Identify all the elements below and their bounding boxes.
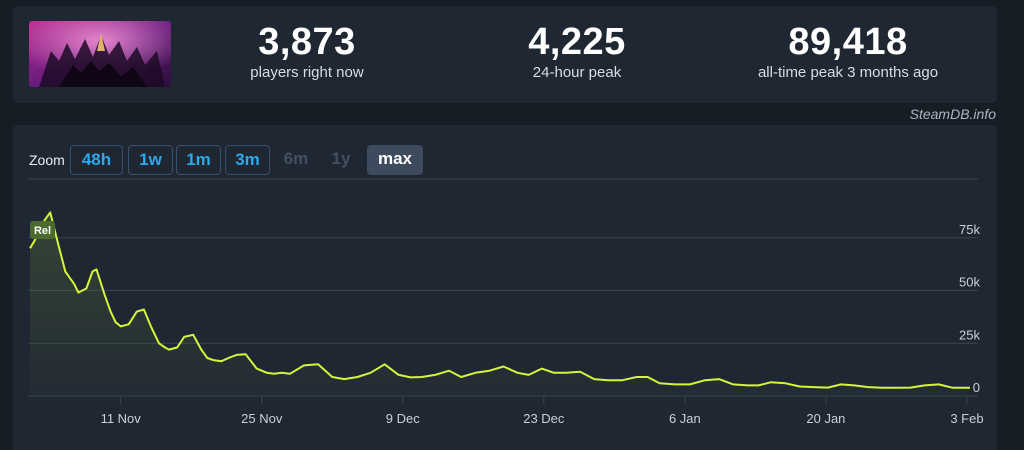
- zoom-6m-button: 6m: [283, 149, 309, 168]
- steamdb-attribution[interactable]: SteamDB.info: [909, 106, 996, 122]
- x-tick-label: 20 Jan: [806, 411, 845, 426]
- peak-24h-value: 4,225: [528, 21, 626, 63]
- stat-24h-peak: 4,225 24-hour peak: [497, 20, 657, 82]
- alltime-peak-value: 89,418: [788, 21, 908, 63]
- y-tick-label: 25k: [959, 327, 980, 342]
- release-marker: Rel: [30, 221, 55, 239]
- series-lines: [29, 211, 970, 389]
- current-players-label: players right now: [250, 64, 364, 81]
- x-tick-label: 3 Feb: [950, 411, 983, 426]
- x-tick-label: 6 Jan: [669, 411, 701, 426]
- y-tick-label: 0: [973, 380, 980, 395]
- release-marker-badge: [30, 221, 55, 239]
- zoom-1w-button[interactable]: 1w: [128, 145, 173, 175]
- y-tick-label: 50k: [959, 275, 980, 290]
- release-marker-label: Rel: [34, 225, 51, 237]
- alltime-peak-label: all-time peak 3 months ago: [757, 64, 939, 81]
- x-tick-label: 25 Nov: [241, 411, 283, 426]
- stats-card: 3,873 players right now 4,225 24-hour pe…: [13, 6, 997, 103]
- x-tick-label: 11 Nov: [101, 411, 142, 426]
- stat-alltime-peak: 89,418 all-time peak 3 months ago: [737, 20, 959, 82]
- zoom-label: Zoom: [29, 152, 65, 168]
- area-fill: [30, 212, 970, 396]
- zoom-max-button[interactable]: max: [367, 145, 423, 175]
- x-tick-label: 23 Dec: [523, 411, 565, 426]
- x-axis-ticks: 11 Nov 25 Nov 9 Dec 23 Dec 6 Jan 20 Jan 3 Feb: [101, 396, 984, 426]
- y-tick-label: 75k: [959, 222, 980, 237]
- y-axis-ticks: 0 25k 50k 75k: [959, 222, 980, 395]
- zoom-3m-button[interactable]: 3m: [225, 145, 270, 175]
- game-art-image: [29, 21, 171, 87]
- player-count-chart[interactable]: 0 25k 50k 75k 11 Nov 25 Nov 9 Dec 23 Dec 6 Jan 2…: [13, 125, 997, 450]
- game-thumbnail[interactable]: [29, 21, 171, 87]
- peak-24h-label: 24-hour peak: [532, 64, 622, 81]
- chart-card: Zoom 48h 1w 1m 3m 6m 1y max 0 25k 50k 75k 1…: [13, 125, 997, 450]
- current-players-value: 3,873: [258, 21, 356, 63]
- x-tick-label: 9 Dec: [386, 411, 420, 426]
- stat-current-players: 3,873 players right now: [227, 20, 387, 82]
- series-area: [30, 212, 970, 396]
- zoom-1m-button[interactable]: 1m: [176, 145, 221, 175]
- zoom-48h-button[interactable]: 48h: [70, 145, 123, 175]
- series-line: [29, 211, 970, 389]
- zoom-1y-button: 1y: [331, 149, 351, 168]
